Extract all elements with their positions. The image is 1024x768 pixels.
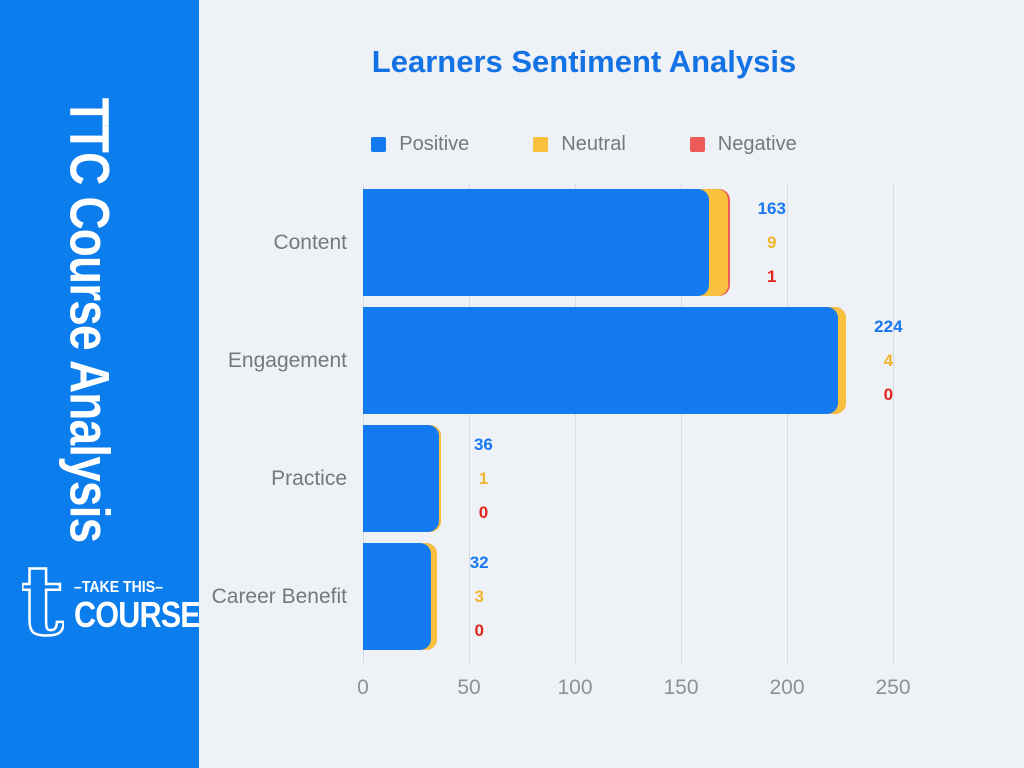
category-label: Engagement [227,349,347,372]
value-label-stack: 36 1 0 [448,425,518,532]
x-axis-tick-label: 200 [769,676,805,699]
category-label: Content [273,231,347,254]
category-label: Career Benefit [211,585,347,608]
logo-name: COURSE [74,594,201,635]
legend: Positive Neutral Negative [199,133,969,156]
x-axis-tick-label: 100 [557,676,593,699]
bar-row-practice: Practice 36 1 0 [271,420,893,538]
legend-label: Negative [717,133,797,155]
legend-label: Neutral [561,133,626,155]
value-label-neutral: 3 [474,586,484,606]
gridline-200 [787,184,788,664]
value-label-positive: 36 [473,434,493,454]
bar-row-content: Content 163 9 1 [273,184,893,302]
main-panel: Learners Sentiment Analysis Positive Neut… [199,0,1024,768]
value-label-negative: 1 [767,266,777,286]
category-label: Practice [271,467,347,490]
value-label-neutral: 4 [883,350,894,370]
gridline-100 [575,184,576,664]
gridline-50 [469,184,470,664]
gridline-250 [893,184,894,664]
bar-row-engagement: Engagement 224 4 0 [228,302,903,420]
value-label-positive: 224 [874,316,903,336]
plot-area: 0 50 100 150 200 250 Content 163 9 1 Engagement 224… [212,184,911,699]
value-label-positive: 163 [757,198,786,218]
legend-swatch-positive [371,137,387,152]
bar-segment-positive [363,307,838,414]
chart-title: Learners Sentiment Analysis [371,44,797,79]
x-axis-tick-label: 150 [663,676,699,699]
value-label-negative: 0 [883,384,894,404]
legend-swatch-neutral [533,137,549,152]
gridline-0 [363,184,364,664]
value-label-stack: 32 3 0 [444,543,514,650]
x-axis-tick-label: 50 [457,676,481,699]
x-axis-tick-label: 250 [875,676,911,699]
legend-item-negative: Negative [689,133,797,156]
sidebar-title: TTC Course Analysis [58,97,122,543]
value-label-stack: 224 4 0 [853,307,923,414]
bar-segment-positive [363,189,709,296]
legend-swatch-negative [689,137,705,152]
svg-text:t: t [22,560,64,652]
bar-row-career-benefit: Career Benefit 32 3 0 [212,538,893,656]
logo-tagline: –TAKE THIS– [74,579,163,596]
x-axis-tick-label: 0 [357,676,369,699]
value-label-positive: 32 [469,552,489,572]
value-label-negative: 0 [478,502,489,522]
legend-item-neutral: Neutral [533,133,626,156]
value-label-neutral: 1 [478,468,489,488]
legend-item-positive: Positive [371,133,469,156]
value-label-negative: 0 [474,620,484,640]
value-label-neutral: 9 [767,232,777,252]
take-this-course-logo: t –TAKE THIS– COURSE [22,556,201,656]
bar-segment-positive [363,425,440,532]
value-label-stack: 163 9 1 [737,189,807,296]
logo-text: –TAKE THIS– COURSE [74,579,222,633]
legend-label: Positive [399,133,470,155]
bar-segment-positive [363,543,431,650]
gridline-150 [681,184,682,664]
tumblr-t-icon: t [22,560,64,652]
sidebar: TTC Course Analysis t –TAKE THIS– COURSE [0,0,201,768]
